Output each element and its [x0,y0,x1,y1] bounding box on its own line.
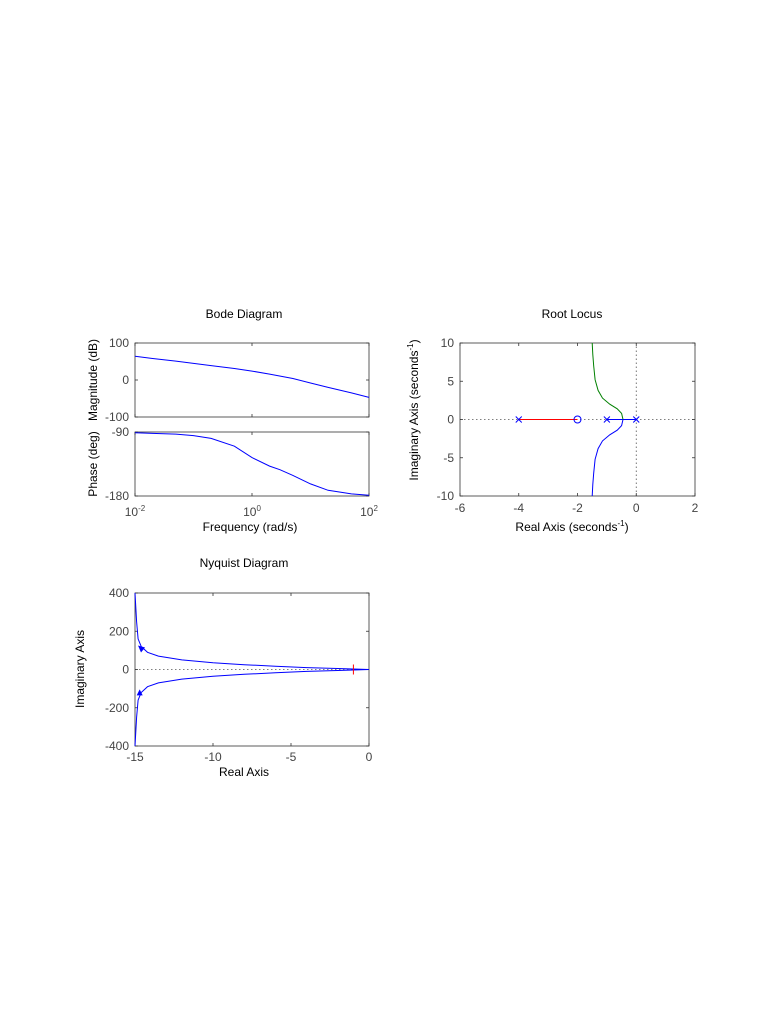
root-locus-x-tick-label: -2 [572,501,583,515]
nyquist-ticks: -15 -10 -5 0 400 200 0 -200 -400 [105,586,373,764]
root-locus: Root Locus -6 -4 -2 0 2 10 5 0 -5 -10 Real Axis (… [406,307,699,534]
bode-frequency-ticks: 10-2 100 102 [125,343,378,519]
bode-diagram: Bode Diagram 100 0 -100 -90 -180 10-2 100 102… [86,307,378,534]
nyquist-direction-arrow [138,645,146,653]
bode-magnitude-ylabel: Magnitude (dB) [86,339,100,421]
bode-magnitude-line [134,355,370,398]
nyquist-x-tick-label: -5 [286,750,297,764]
root-locus-title: Root Locus [542,307,603,321]
bode-frequency-tick-label: 10-2 [125,504,146,519]
root-locus-markers [515,415,640,424]
root-locus-ticks: -6 -4 -2 0 2 10 5 0 -5 -10 [437,336,699,515]
nyquist-y-tick-label: -400 [105,739,129,753]
root-locus-x-tick-label: -6 [455,501,466,515]
bode-phase-tick-label: -180 [105,489,129,503]
bode-magnitude-axes [134,342,370,418]
root-locus-y-tick-label: -5 [443,451,454,465]
nyquist-y-tick-label: -200 [105,701,129,715]
bode-lines [134,355,370,496]
nyquist-diagram: Nyquist Diagram -15 -10 -5 0 400 200 0 -200 -400… [73,556,373,779]
bode-phase-ylabel: Phase (deg) [86,431,100,496]
root-locus-y-tick-label: 5 [447,374,454,388]
root-locus-y-tick-label: 0 [447,413,454,427]
zero-marker [573,415,582,424]
root-locus-y-tick-label: 10 [441,336,455,350]
bode-magnitude-tick-label: 100 [109,336,129,350]
nyquist-curve [134,669,370,747]
bode-magnitude-tick-label: 0 [122,373,129,387]
root-locus-x-tick-label: -4 [513,501,524,515]
nyquist-y-tick-label: 0 [122,663,129,677]
bode-xlabel: Frequency (rad/s) [203,520,298,534]
nyquist-y-tick-label: 200 [109,624,129,638]
root-locus-branch [591,419,624,497]
nyquist-curves [134,592,370,747]
bode-phase-tick-label: -90 [112,425,130,439]
root-locus-x-tick-label: 0 [633,501,640,515]
pole-marker [515,416,523,423]
nyquist-xlabel: Real Axis [219,765,269,779]
root-locus-x-tick-label: 2 [692,501,699,515]
bode-phase-ticks: -90 -180 [105,425,369,503]
nyquist-title: Nyquist Diagram [200,556,289,570]
nyquist-markers [136,645,354,696]
pole-marker [603,416,611,423]
nyquist-ylabel: Imaginary Axis [73,630,87,708]
nyquist-x-tick-label: 0 [366,750,373,764]
bode-phase-line [134,432,370,496]
bode-frequency-tick-label: 100 [243,504,261,519]
nyquist-x-tick-label: -15 [126,750,144,764]
root-locus-xlabel: Real Axis (seconds-1) [515,519,628,534]
bode-title: Bode Diagram [206,307,283,321]
root-locus-ylabel: Imaginary Axis (seconds-1) [406,339,421,480]
root-locus-y-tick-label: -10 [437,489,455,503]
bode-magnitude-ticks: 100 0 -100 [105,336,369,424]
nyquist-y-tick-label: 400 [109,586,129,600]
nyquist-curve [134,592,370,670]
bode-phase-axes [134,431,370,497]
bode-magnitude-tick-label: -100 [105,410,129,424]
root-locus-branch [591,342,624,420]
bode-frequency-tick-label: 102 [360,504,378,519]
pole-marker [632,416,640,423]
nyquist-direction-arrow [136,689,143,696]
root-locus-branches [518,342,637,497]
nyquist-x-tick-label: -10 [204,750,222,764]
